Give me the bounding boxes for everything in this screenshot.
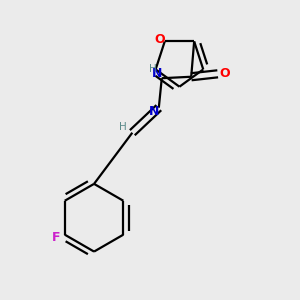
Text: H: H [149,64,157,74]
Text: H: H [119,122,127,132]
Text: F: F [52,230,60,244]
Text: N: N [152,67,162,80]
Text: N: N [149,105,159,118]
Text: O: O [219,67,230,80]
Text: O: O [154,33,165,46]
